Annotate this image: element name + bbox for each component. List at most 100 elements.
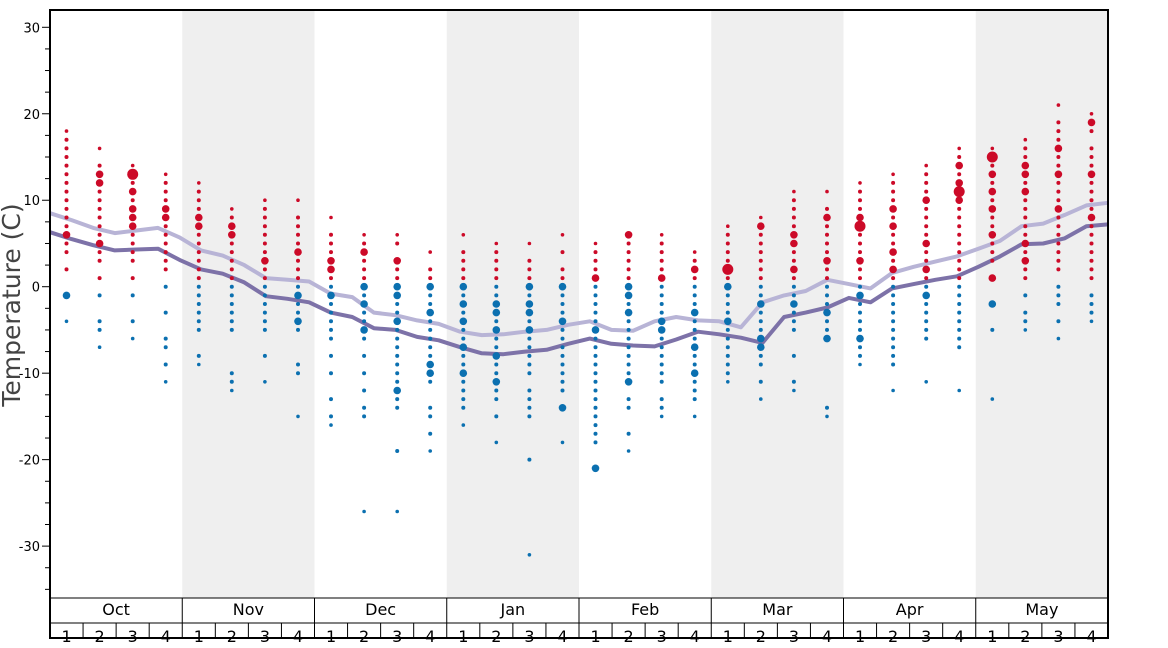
temperature-dot (692, 319, 697, 324)
temperature-dot (527, 319, 532, 324)
temperature-dot (1089, 258, 1094, 263)
temperature-dot (428, 302, 433, 306)
temperature-dot (1089, 163, 1094, 168)
week-label: 3 (260, 627, 270, 646)
temperature-dot (791, 319, 796, 324)
temperature-dot (262, 224, 267, 229)
temperature-dot (891, 284, 896, 289)
temperature-dot (858, 241, 862, 246)
temperature-dot (957, 310, 962, 315)
temperature-dot (428, 267, 433, 272)
temperature-dot (725, 258, 730, 263)
temperature-dot (64, 129, 69, 133)
temperature-dot (725, 345, 730, 350)
temperature-dot (329, 423, 333, 427)
temperature-dot (1089, 206, 1094, 211)
temperature-dot (922, 239, 930, 248)
temperature-dot (924, 232, 929, 237)
dot-column-oct-4 (161, 172, 170, 384)
temperature-dots (62, 103, 1096, 557)
temperature-dot (393, 317, 402, 326)
temperature-dot (957, 232, 962, 237)
dot-column-nov-4 (294, 198, 302, 419)
temperature-dot (790, 300, 798, 308)
temperature-dot (791, 327, 796, 332)
temperature-dot (725, 310, 730, 315)
temperature-dot (725, 371, 730, 376)
week-label: 2 (491, 627, 501, 646)
temperature-dot (1089, 293, 1094, 298)
temperature-dot (858, 362, 862, 367)
dot-column-nov-2 (228, 207, 236, 393)
temperature-dot (957, 388, 961, 393)
temperature-dot (725, 276, 730, 281)
dot-column-dec-3 (393, 233, 402, 514)
temperature-dot (692, 276, 697, 281)
temperature-dot (791, 215, 796, 220)
temperature-dot (924, 206, 929, 211)
temperature-dot (362, 233, 366, 237)
week-label: 4 (557, 627, 567, 646)
temperature-dot (1023, 267, 1028, 272)
temperature-dot (560, 276, 565, 281)
dot-column-oct-2 (95, 146, 104, 350)
temperature-dot (692, 336, 697, 341)
temperature-dot (97, 206, 102, 211)
temperature-dot (560, 379, 565, 384)
temperature-dot (95, 170, 104, 179)
temperature-dot (825, 241, 829, 246)
temperature-dot (957, 327, 962, 332)
week-label: 1 (723, 627, 733, 646)
temperature-dot (527, 353, 532, 358)
temperature-dot (130, 276, 135, 281)
month-label: May (1025, 600, 1058, 619)
temperature-dot (957, 172, 962, 177)
temperature-dot (196, 206, 201, 211)
week-label: 3 (524, 627, 534, 646)
temperature-dot (560, 362, 565, 367)
temperature-dot (791, 198, 796, 203)
temperature-dot (626, 431, 631, 436)
temperature-dot (593, 440, 598, 445)
dot-column-apr-2 (889, 172, 897, 393)
temperature-dot (329, 215, 333, 220)
temperature-dot (527, 388, 532, 393)
average-high-line (49, 200, 1109, 338)
temperature-dot (163, 189, 168, 194)
temperature-dot (659, 241, 664, 246)
temperature-dot (986, 151, 998, 163)
temperature-dot (1021, 187, 1030, 196)
temperature-dot (825, 276, 829, 281)
temperature-dot (395, 267, 400, 272)
temperature-dot (758, 353, 763, 358)
temperature-dot (624, 282, 633, 291)
temperature-dot (1089, 310, 1094, 315)
temperature-dot (329, 319, 333, 324)
temperature-dot (362, 310, 367, 315)
temperature-dot (329, 397, 333, 402)
temperature-dot (692, 302, 697, 306)
temperature-dot (924, 380, 928, 384)
temperature-dot (296, 215, 300, 220)
temperature-dot (593, 258, 598, 263)
temperature-dot (196, 327, 201, 332)
temperature-dot (163, 345, 168, 350)
temperature-dot (262, 241, 267, 246)
temperature-dot (428, 336, 433, 341)
temperature-dot (461, 379, 466, 384)
temperature-dot (362, 293, 367, 298)
temperature-dot (990, 327, 995, 332)
dot-column-feb-1 (591, 241, 600, 473)
temperature-dot (957, 155, 962, 159)
temperature-dot (494, 276, 499, 281)
temperature-dot (228, 222, 236, 230)
week-label: 3 (789, 627, 799, 646)
temperature-dot (229, 284, 234, 289)
temperature-dot (626, 405, 631, 410)
temperature-dot (494, 319, 499, 324)
temperature-dot (725, 327, 730, 332)
temperature-dot (1056, 284, 1061, 289)
temperature-dot (393, 386, 402, 395)
temperature-dot (593, 388, 598, 393)
temperature-dot (758, 319, 763, 324)
